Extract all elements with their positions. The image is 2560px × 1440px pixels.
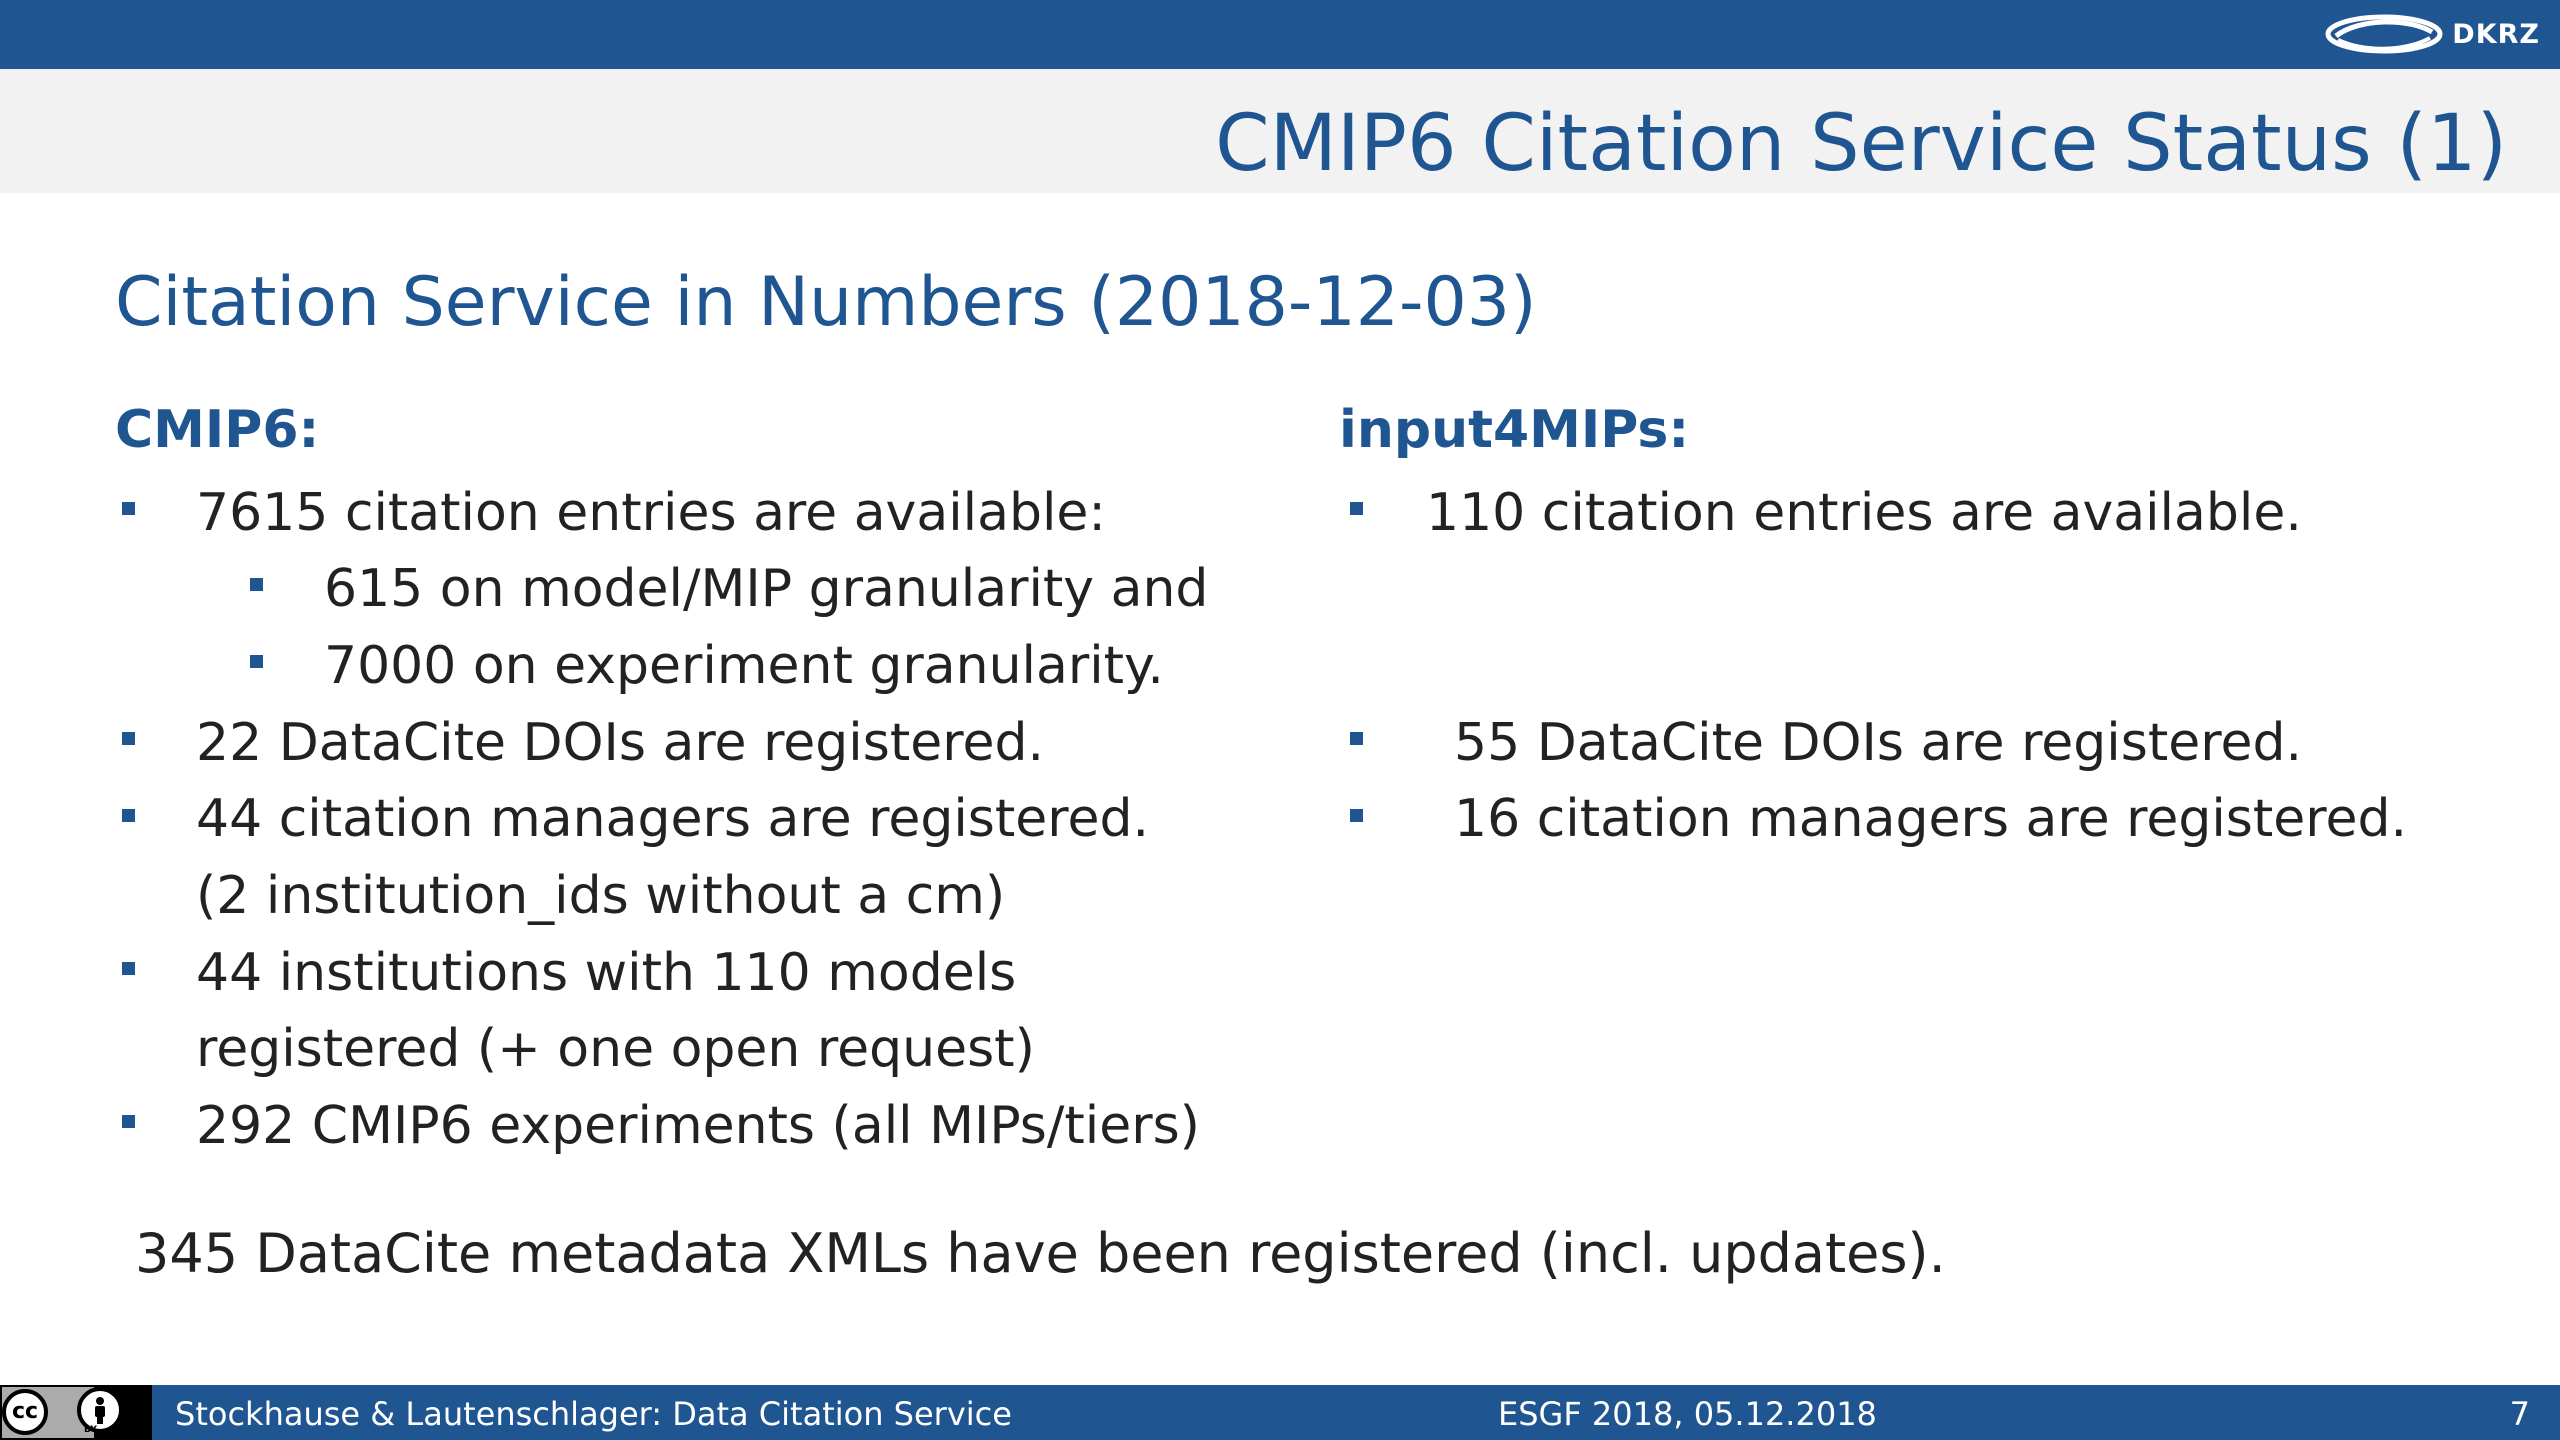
square-bullet-icon — [122, 502, 135, 515]
square-bullet-icon — [250, 578, 263, 591]
title-band — [0, 69, 2560, 193]
creative-commons-icon: cc — [2, 1389, 48, 1435]
square-bullet-icon — [250, 655, 263, 668]
square-bullet-icon — [122, 962, 135, 975]
cc-license-badge[interactable]: cc BY — [0, 1385, 152, 1440]
summary-note: 345 DataCite metadata XMLs have been reg… — [135, 1222, 1946, 1285]
section-subtitle: Citation Service in Numbers (2018-12-03) — [115, 263, 1537, 342]
cmip6-heading: CMIP6: — [115, 400, 320, 460]
logo-text: DKRZ — [2452, 18, 2540, 50]
list-item: 615 on model/MIP granularity and — [324, 559, 1209, 619]
list-item: 16 citation managers are registered. — [1454, 789, 2408, 849]
list-item: 55 DataCite DOIs are registered. — [1454, 713, 2302, 773]
attribution-icon — [77, 1387, 123, 1433]
top-bar: DKRZ — [0, 0, 2560, 69]
list-item-continuation: registered (+ one open request) — [196, 1019, 1035, 1079]
input4mips-heading: input4MIPs: — [1339, 400, 1690, 460]
list-item: 110 citation entries are available. — [1426, 483, 2302, 543]
footer-event: ESGF 2018, 05.12.2018 — [1498, 1395, 1877, 1433]
dkrz-logo: DKRZ — [2324, 10, 2540, 58]
dkrz-logo-icon — [2325, 14, 2443, 54]
list-item: 44 institutions with 110 models — [196, 943, 1017, 1003]
footer-authors: Stockhause & Lautenschlager: Data Citati… — [175, 1395, 1012, 1433]
square-bullet-icon — [1350, 502, 1363, 515]
list-item: 292 CMIP6 experiments (all MIPs/tiers) — [196, 1096, 1200, 1156]
square-bullet-icon — [122, 809, 135, 822]
list-item-continuation: (2 institution_ids without a cm) — [196, 866, 1006, 926]
list-item: 7000 on experiment granularity. — [324, 636, 1164, 696]
square-bullet-icon — [1350, 809, 1363, 822]
footer-bar — [0, 1385, 2560, 1440]
license-by-label: BY — [84, 1425, 97, 1435]
list-item: 7615 citation entries are available: — [196, 483, 1106, 543]
list-item: 44 citation managers are registered. — [196, 789, 1150, 849]
square-bullet-icon — [1350, 732, 1363, 745]
square-bullet-icon — [122, 732, 135, 745]
page-number: 7 — [2509, 1395, 2530, 1433]
list-item: 22 DataCite DOIs are registered. — [196, 713, 1044, 773]
slide-title: CMIP6 Citation Service Status (1) — [1215, 99, 2507, 189]
attribution-figure-icon — [95, 1397, 105, 1424]
square-bullet-icon — [122, 1115, 135, 1128]
